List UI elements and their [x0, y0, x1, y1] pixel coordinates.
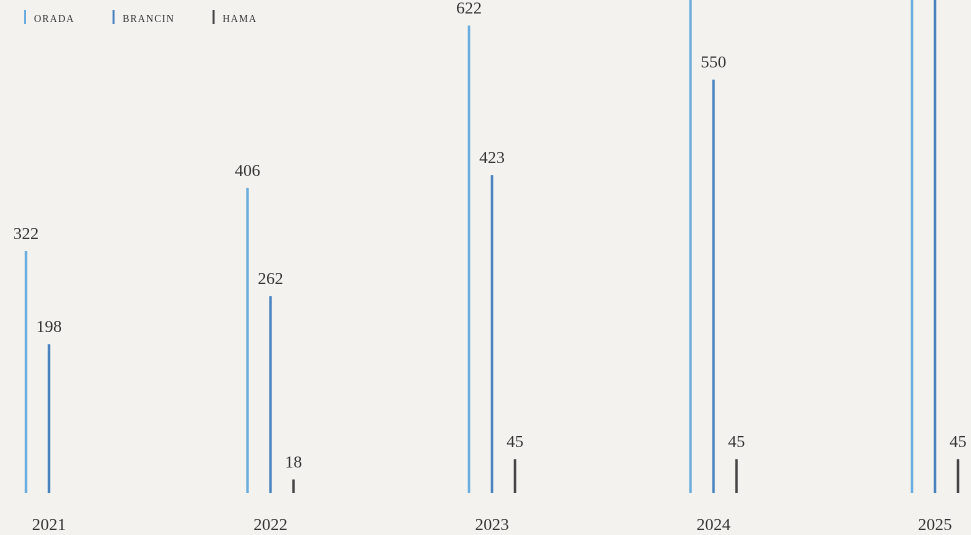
bar — [246, 187, 249, 493]
value-label: 622 — [456, 0, 482, 18]
bar — [467, 25, 471, 494]
value-label: 18 — [285, 452, 302, 471]
bar — [735, 459, 738, 493]
legend-label: hama — [223, 11, 258, 26]
x-tick-label: 2022 — [254, 515, 288, 534]
bar — [292, 479, 295, 493]
bar — [490, 175, 494, 494]
value-label: 45 — [728, 432, 745, 451]
value-label: 198 — [36, 317, 62, 336]
x-tick-label: 2021 — [32, 515, 66, 534]
legend-swatch — [24, 10, 26, 24]
x-tick-label: 2023 — [475, 515, 509, 534]
legend-label: brancin — [123, 11, 175, 26]
legend-swatch — [212, 10, 215, 24]
bar — [689, 0, 692, 494]
bar — [513, 459, 517, 493]
value-label: 550 — [701, 53, 727, 72]
x-tick-label: 2025 — [918, 515, 952, 534]
value-label: 45 — [950, 432, 967, 451]
value-label: 322 — [13, 224, 39, 243]
bar — [956, 459, 960, 493]
value-label: 45 — [507, 432, 524, 451]
bar — [269, 296, 272, 493]
bar — [24, 251, 28, 493]
bar — [933, 0, 937, 494]
x-tick-label: 2024 — [697, 515, 732, 534]
legend-swatch — [112, 10, 115, 24]
value-label: 406 — [235, 161, 261, 180]
bar — [47, 344, 51, 493]
value-label: 262 — [258, 269, 284, 288]
legend-label: orada — [34, 11, 75, 26]
bar — [910, 0, 914, 493]
value-label: 423 — [479, 148, 505, 167]
bar — [712, 79, 715, 493]
